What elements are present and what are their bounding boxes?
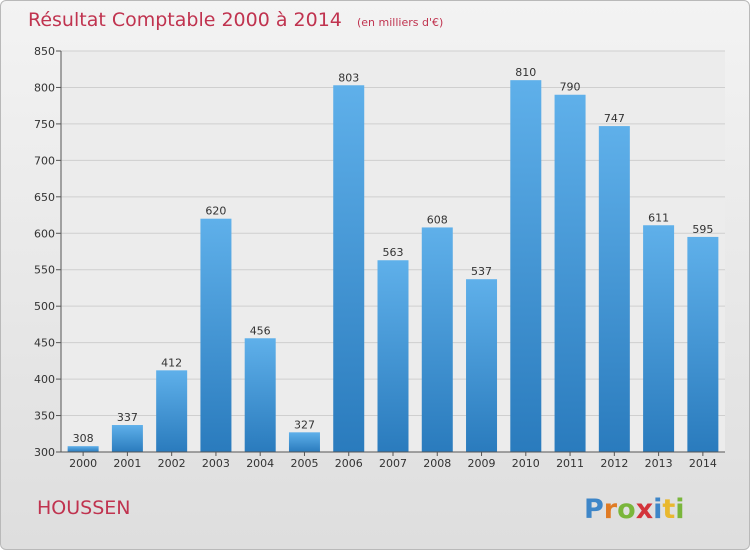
value-label-2013: 611 [648, 211, 669, 224]
value-label-2003: 620 [205, 205, 226, 218]
bar-2008 [421, 227, 453, 452]
y-tick-label: 700 [34, 154, 55, 167]
y-axis: 300 350 400 450 500 550 600 650 700 750 800 850 [34, 45, 62, 459]
value-label-2014: 595 [692, 223, 713, 236]
y-tick-label: 350 [34, 410, 55, 423]
bar-2011 [554, 94, 586, 452]
value-label-2010: 810 [515, 66, 536, 79]
y-tick-label: 400 [34, 373, 55, 386]
bar-2012 [598, 126, 630, 452]
y-tick-label: 500 [34, 300, 55, 313]
x-tick-label-2013: 2013 [645, 457, 673, 470]
x-tick-label-2001: 2001 [113, 457, 141, 470]
x-tick-label-2011: 2011 [556, 457, 584, 470]
bar-2009 [466, 279, 498, 452]
proxiti-logo: Proxiti [584, 494, 685, 525]
x-tick-label-2004: 2004 [246, 457, 274, 470]
x-tick-label-2002: 2002 [158, 457, 186, 470]
logo-letter: t [662, 494, 675, 525]
logo-letter: o [617, 494, 636, 525]
y-tick-label: 800 [34, 81, 55, 94]
x-tick-label-2008: 2008 [423, 457, 451, 470]
value-label-2002: 412 [161, 356, 182, 369]
x-axis: 2000 2001 2002 2003 2004 2005 2006 2007 2008 2009… [61, 451, 725, 470]
chart-title: Résultat Comptable 2000 à 2014 (en milli… [28, 9, 443, 31]
bar-2003 [200, 218, 232, 452]
logo-letter: i [653, 494, 662, 525]
x-tick-label-2005: 2005 [290, 457, 318, 470]
value-label-2007: 563 [383, 246, 404, 259]
y-tick-label: 550 [34, 264, 55, 277]
value-label-2000: 308 [73, 432, 94, 445]
y-tick-label: 450 [34, 337, 55, 350]
bar-2006 [333, 85, 365, 452]
bar-2002 [156, 370, 188, 452]
x-tick-label-2000: 2000 [69, 457, 97, 470]
x-tick-label-2009: 2009 [468, 457, 496, 470]
x-tick-label-2012: 2012 [600, 457, 628, 470]
x-tick-label-2006: 2006 [335, 457, 363, 470]
bar-2001 [111, 425, 143, 452]
logo-letter: x [636, 494, 653, 525]
bar-2005 [288, 432, 320, 452]
y-tick-label: 300 [34, 446, 55, 459]
value-label-2011: 790 [560, 81, 581, 94]
chart-title-main: Résultat Comptable 2000 à 2014 [28, 9, 342, 31]
y-tick-label: 600 [34, 227, 55, 240]
bars: 308 337 412 620 456 327 803 563 608 537 810 790 747 6… [67, 66, 719, 452]
value-label-2012: 747 [604, 112, 625, 125]
logo-letter: i [675, 494, 684, 525]
logo-letter: P [584, 494, 604, 525]
bar-2004 [244, 338, 276, 452]
x-tick-label-2003: 2003 [202, 457, 230, 470]
x-tick-label-2010: 2010 [512, 457, 540, 470]
bar-2010 [510, 80, 542, 452]
x-tick-label-2007: 2007 [379, 457, 407, 470]
bar-2007 [377, 260, 409, 452]
bar-2014 [687, 236, 719, 452]
y-tick-label: 650 [34, 191, 55, 204]
chart-title-unit: (en milliers d'€) [357, 16, 443, 29]
x-tick-label-2014: 2014 [689, 457, 717, 470]
y-tick-label: 850 [34, 45, 55, 58]
value-label-2008: 608 [427, 213, 448, 226]
logo-letter: r [604, 494, 618, 525]
y-tick-label: 750 [34, 118, 55, 131]
bar-2000 [67, 446, 99, 452]
value-label-2009: 537 [471, 265, 492, 278]
value-label-2005: 327 [294, 418, 315, 431]
value-label-2001: 337 [117, 411, 138, 424]
value-label-2004: 456 [250, 324, 271, 337]
place-name: HOUSSEN [37, 497, 131, 519]
bar-2013 [643, 225, 675, 452]
value-label-2006: 803 [338, 71, 359, 84]
